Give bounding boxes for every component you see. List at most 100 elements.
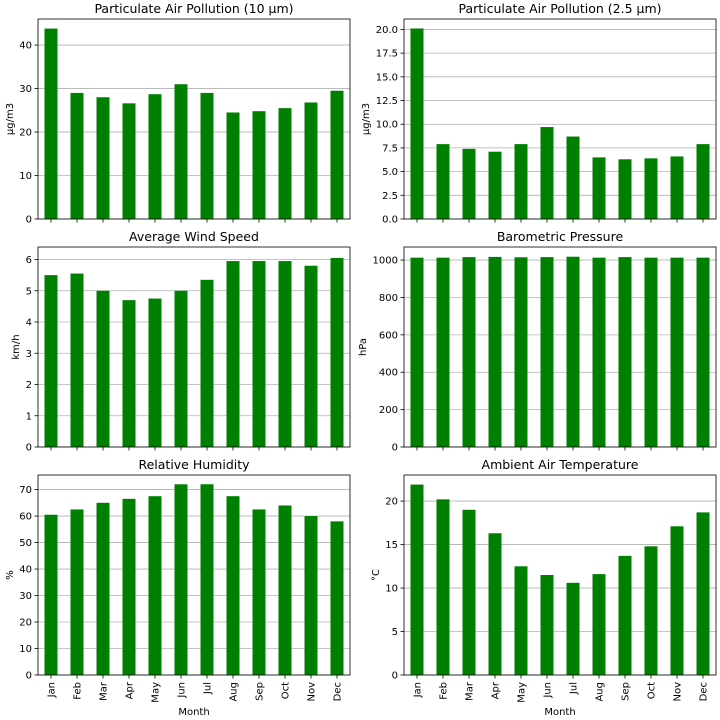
x-tick-label-may: May [517,682,528,703]
y-axis-label: µg/m3 [5,103,16,135]
x-tick-label-jan: Jan [413,682,424,698]
x-tick-label-sep: Sep [621,682,632,701]
chart-title: Average Wind Speed [129,229,259,244]
y-axis-label: % [5,570,16,580]
chart-panel-3: 0 1 2 3 4 5 6 Average Wind Speed km/h [11,229,351,454]
y-tick-label: 0 [392,671,398,682]
y-tick-label: 15.0 [376,72,398,83]
y-tick-label: 7.5 [382,143,398,154]
bar-jun [174,290,188,447]
bar-jan [44,28,58,220]
bar-feb [436,144,450,219]
bar-nov [670,526,684,675]
chart-title: Particulate Air Pollution (2.5 µm) [458,1,661,16]
y-tick-label: 1000 [373,256,398,267]
bar-jul [566,256,580,447]
bar-apr [122,300,136,447]
x-tick-label-nov: Nov [673,682,684,702]
bar-sep [252,111,266,219]
y-tick-label: 0 [26,671,32,682]
y-tick-label: 20 [19,618,32,629]
bar-feb [70,273,84,447]
bar-oct [278,505,292,675]
y-tick-label: 5.0 [382,167,398,178]
chart-title: Particulate Air Pollution (10 µm) [94,1,293,16]
x-tick-label-aug: Aug [229,682,240,702]
chart-panel-4: 0 200 400 600 800 1000 Barometric Pressure hPa [358,229,717,454]
y-tick-label: 12.5 [376,96,398,107]
bar-mar [96,502,110,675]
y-tick-label: 20 [19,128,32,139]
bar-nov [304,265,318,447]
bar-may [148,298,162,447]
bar-jun [540,257,554,447]
bar-jan [410,484,424,675]
x-tick-label-oct: Oct [647,682,658,699]
bar-mar [96,97,110,219]
chart-panel-5: 0 10 20 30 40 50 60 70 Jan Feb Mar Apr May Jun Jul Aug S… [5,457,351,718]
bar-mar [462,148,476,219]
y-tick-label: 40 [19,41,32,52]
x-tick-label-mar: Mar [99,681,110,701]
bar-jan [410,28,424,220]
bar-mar [462,509,476,675]
y-tick-label: 2.5 [382,191,398,202]
y-tick-label: 800 [379,293,398,304]
x-tick-label-may: May [151,682,162,703]
y-tick-label: 50 [19,538,32,549]
bar-may [148,496,162,675]
bar-oct [644,257,658,447]
x-axis-label: Month [178,707,209,718]
y-tick-label: 40 [19,565,32,576]
y-tick-label: 30 [19,591,32,602]
x-tick-label-feb: Feb [73,682,84,700]
bar-jun [540,575,554,675]
bar-may [514,144,528,219]
plot-frame [403,474,717,676]
bar-dec [696,144,710,219]
y-tick-label: 5 [26,286,32,297]
y-tick-label: 200 [379,405,398,416]
x-tick-label-apr: Apr [491,681,502,699]
bar-apr [488,256,502,447]
y-tick-label: 6 [26,255,32,266]
bar-feb [436,499,450,675]
x-tick-label-nov: Nov [307,682,318,702]
bar-may [514,257,528,447]
y-tick-label: 2 [26,380,32,391]
x-tick-label-apr: Apr [125,681,136,699]
plot-frame [403,18,717,220]
bar-aug [226,261,240,447]
x-tick-label-jul: Jul [569,682,580,695]
y-tick-label: 600 [379,330,398,341]
chart-title: Barometric Pressure [497,229,624,244]
plot-frame [403,246,717,448]
y-tick-label: 5 [392,627,398,638]
y-tick-label: 17.5 [376,49,398,60]
bar-sep [618,555,632,675]
bar-sep [618,159,632,219]
y-tick-label: 4 [26,318,32,329]
chart-panel-6: 0 5 10 15 20 Jan Feb Mar Apr May Jun Jul Aug Sep Oct No… [371,457,717,718]
x-tick-label-mar: Mar [465,681,476,701]
bar-aug [592,257,606,447]
y-tick-label: 400 [379,368,398,379]
bar-apr [122,498,136,675]
x-axis-label: Month [544,707,575,718]
bar-may [514,566,528,675]
bar-mar [462,257,476,447]
y-tick-label: 15 [385,540,398,551]
x-tick-label-feb: Feb [439,682,450,700]
bar-aug [592,157,606,219]
x-tick-label-jun: Jun [543,682,554,699]
chart-title: Relative Humidity [138,457,250,472]
bar-jul [200,279,214,447]
y-tick-label: 0 [26,443,32,454]
chart-title: Ambient Air Temperature [482,457,639,472]
plot-frame [37,18,351,220]
bar-feb [436,257,450,447]
chart-panel-2: 0.0 2.5 5.0 7.5 10.0 12.5 15.0 17.5 20.0 Particul… [361,1,717,226]
bar-nov [304,102,318,219]
y-tick-label: 20 [385,497,398,508]
bar-jan [44,514,58,675]
